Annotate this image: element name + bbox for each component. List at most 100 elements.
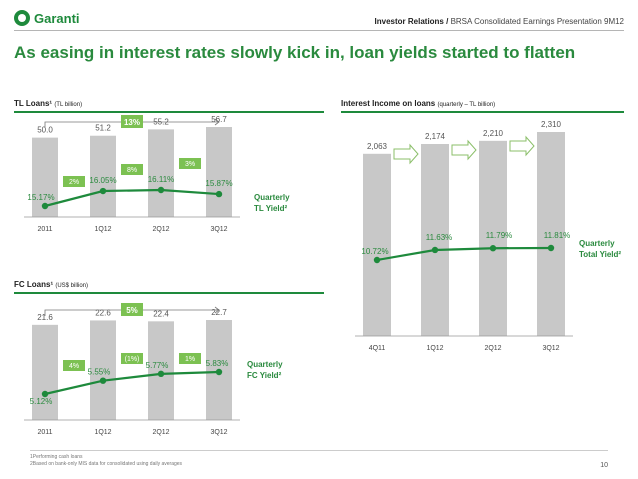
x-tick-label: 2Q12 xyxy=(152,226,169,233)
period-growth-badge xyxy=(179,353,201,364)
fc-loans-title: FC Loans¹ (US$ billion) xyxy=(14,279,324,294)
garanti-logo-icon xyxy=(14,10,30,26)
growth-badge-label: 5% xyxy=(126,306,138,315)
period-growth-label: 8% xyxy=(127,167,137,174)
period-growth-label: 1% xyxy=(185,356,195,363)
bar xyxy=(90,320,116,420)
bar xyxy=(363,153,391,336)
bar-value-label: 56.7 xyxy=(211,115,227,124)
bar-value-label: 2,063 xyxy=(367,142,388,151)
growth-bracket-arrow xyxy=(214,118,220,126)
yield-point xyxy=(215,190,223,198)
line-legend-label: Quarterly xyxy=(247,360,283,369)
growth-arrow-icon xyxy=(451,139,477,161)
footer-divider xyxy=(30,450,608,451)
period-growth-label: (1%) xyxy=(125,356,140,363)
yield-point xyxy=(215,368,223,376)
x-tick-label: 1Q12 xyxy=(94,226,111,233)
yield-point xyxy=(99,187,107,195)
yield-label: 5.12% xyxy=(30,397,53,406)
interest-income-chart: 2,063 4Q11 2,174 1Q12 2,210 2Q12 2,310 3Q12 10.7… xyxy=(355,120,621,352)
tl-loans-title: TL Loans¹ (TL billion) xyxy=(14,98,324,113)
interest-income-unit: (quarterly – TL billion) xyxy=(437,102,496,108)
bar xyxy=(479,140,507,336)
x-tick-label: 3Q12 xyxy=(210,429,227,436)
header-doc-title: BRSA Consolidated Earnings Presentation … xyxy=(450,17,624,26)
growth-bracket xyxy=(44,121,219,128)
fc-loans-chart: 21.6 2011 22.6 1Q12 22.4 2Q12 22.7 3Q12 5.12% 5.5… xyxy=(24,303,283,436)
line-legend-label: Total Yield² xyxy=(579,250,621,259)
yield-point xyxy=(41,202,49,210)
interest-income-title-text: Interest Income on loans xyxy=(341,99,436,108)
period-growth-badge xyxy=(121,164,143,175)
yield-point xyxy=(157,370,165,378)
yield-label: 11.79% xyxy=(486,231,513,240)
line-legend-label: Quarterly xyxy=(254,193,290,202)
header-section: Investor Relations / xyxy=(374,17,449,26)
yield-point xyxy=(489,245,497,252)
bar xyxy=(32,324,58,420)
yield-label: 5.77% xyxy=(146,361,169,370)
fc-loans-title-text: FC Loans¹ xyxy=(14,280,54,289)
yield-label: 5.83% xyxy=(206,359,229,368)
line-legend-label: FC Yield² xyxy=(247,371,282,380)
bar-value-label: 51.2 xyxy=(95,124,111,133)
yield-line xyxy=(44,370,220,396)
period-growth-badge xyxy=(63,176,85,187)
footnote-2: 2Based on bank-only MIS data for consoli… xyxy=(30,461,183,467)
period-growth-badge xyxy=(179,158,201,169)
bar-value-label: 2,310 xyxy=(541,120,562,129)
footnote-1: 1Performing cash loans xyxy=(30,454,83,460)
header-breadcrumb: Investor Relations / BRSA Consolidated E… xyxy=(375,17,624,26)
yield-point xyxy=(431,246,439,254)
page-title: As easing in interest rates slowly kick … xyxy=(14,43,576,62)
yield-point xyxy=(41,390,49,398)
bar-value-label: 22.4 xyxy=(153,309,169,318)
x-tick-label: 2011 xyxy=(37,429,52,436)
x-tick-label: 3Q12 xyxy=(542,345,559,352)
bar xyxy=(90,135,116,217)
growth-bracket-arrow xyxy=(214,306,220,314)
yield-point xyxy=(99,377,107,384)
yield-label: 16.05% xyxy=(89,176,116,185)
header-divider xyxy=(14,30,624,31)
x-tick-label: 1Q12 xyxy=(94,429,111,436)
period-growth-label: 3% xyxy=(185,161,195,168)
fc-loans-unit: (US$ billion) xyxy=(55,283,89,289)
yield-point xyxy=(373,256,381,264)
period-growth-label: 4% xyxy=(69,363,79,370)
interest-income-title: Interest Income on loans (quarterly – TL… xyxy=(341,98,624,113)
x-tick-label: 4Q11 xyxy=(369,345,386,352)
growth-badge xyxy=(121,115,143,128)
bar-value-label: 2,174 xyxy=(425,132,446,141)
bar xyxy=(421,144,449,336)
tl-loans-title-text: TL Loans¹ xyxy=(14,99,53,108)
bar xyxy=(148,129,174,217)
growth-arrow-icon xyxy=(393,143,419,165)
page-number: 10 xyxy=(600,462,608,469)
bar-value-label: 2,210 xyxy=(483,129,504,138)
logo-text: Garanti xyxy=(34,10,80,26)
bar-value-label: 21.6 xyxy=(37,313,53,322)
bar-value-label: 22.6 xyxy=(95,308,111,317)
growth-badge-label: 13% xyxy=(124,118,140,127)
line-legend-label: Quarterly xyxy=(579,239,615,248)
x-tick-label: 2Q12 xyxy=(152,429,169,436)
yield-line xyxy=(44,188,220,208)
growth-bracket xyxy=(44,309,219,316)
growth-badge xyxy=(121,303,143,316)
yield-line xyxy=(376,246,552,262)
tl-loans-unit: (TL billion) xyxy=(54,102,83,108)
yield-point xyxy=(547,244,555,252)
yield-label: 15.87% xyxy=(205,179,232,188)
bar xyxy=(206,127,232,217)
yield-label: 11.81% xyxy=(544,231,571,240)
x-tick-label: 1Q12 xyxy=(426,345,443,352)
period-growth-badge xyxy=(121,353,143,364)
yield-label: 15.17% xyxy=(27,193,54,202)
yield-label: 16.11% xyxy=(148,175,175,184)
garanti-logo: Garanti xyxy=(14,10,80,26)
period-growth-label: 2% xyxy=(69,179,79,186)
yield-label: 5.55% xyxy=(88,368,111,377)
period-growth-badge xyxy=(63,360,85,371)
